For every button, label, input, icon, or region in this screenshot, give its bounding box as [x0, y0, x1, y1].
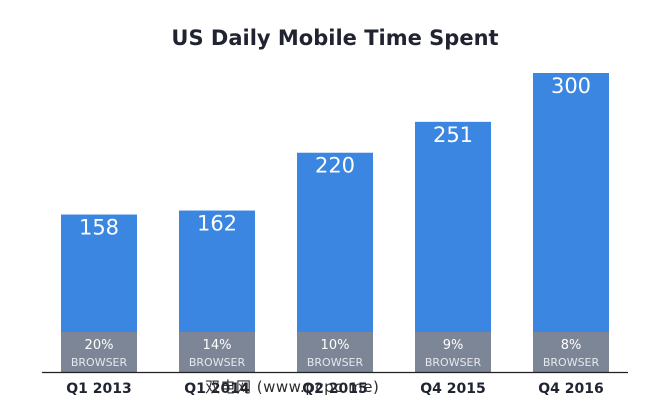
bar-browser-segment: [297, 332, 373, 372]
bar-browser-segment: [61, 332, 137, 372]
bar-browser-segment: [415, 332, 491, 372]
browser-label: BROWSER: [425, 356, 482, 369]
bar-total: [415, 121, 491, 372]
value-label: 162: [197, 212, 237, 236]
value-label: 251: [433, 123, 473, 147]
browser-label: BROWSER: [307, 356, 364, 369]
browser-label: BROWSER: [189, 356, 246, 369]
browser-percent-label: 20%: [85, 338, 114, 353]
x-tick-label: Q4 2016: [538, 381, 603, 397]
value-label: 300: [551, 74, 591, 98]
value-label: 220: [315, 154, 355, 178]
bar-total: [533, 73, 609, 372]
x-tick-label: Q1 2013: [66, 381, 131, 397]
browser-label: BROWSER: [71, 356, 128, 369]
browser-percent-label: 10%: [321, 338, 350, 353]
value-label: 158: [79, 216, 119, 240]
bar-browser-segment: [179, 332, 255, 372]
browser-percent-label: 14%: [203, 338, 232, 353]
bar-browser-segment: [533, 332, 609, 372]
watermark: 双电网 (www.pcpc.me): [205, 378, 380, 396]
chart-title: US Daily Mobile Time Spent: [171, 26, 499, 50]
x-tick-label: Q1 2014: [184, 381, 250, 397]
x-tick-label: Q2 2015: [302, 381, 367, 397]
browser-percent-label: 9%: [443, 338, 464, 353]
browser-label: BROWSER: [543, 356, 600, 369]
browser-percent-label: 8%: [561, 338, 582, 353]
x-tick-label: Q4 2015: [420, 381, 485, 397]
